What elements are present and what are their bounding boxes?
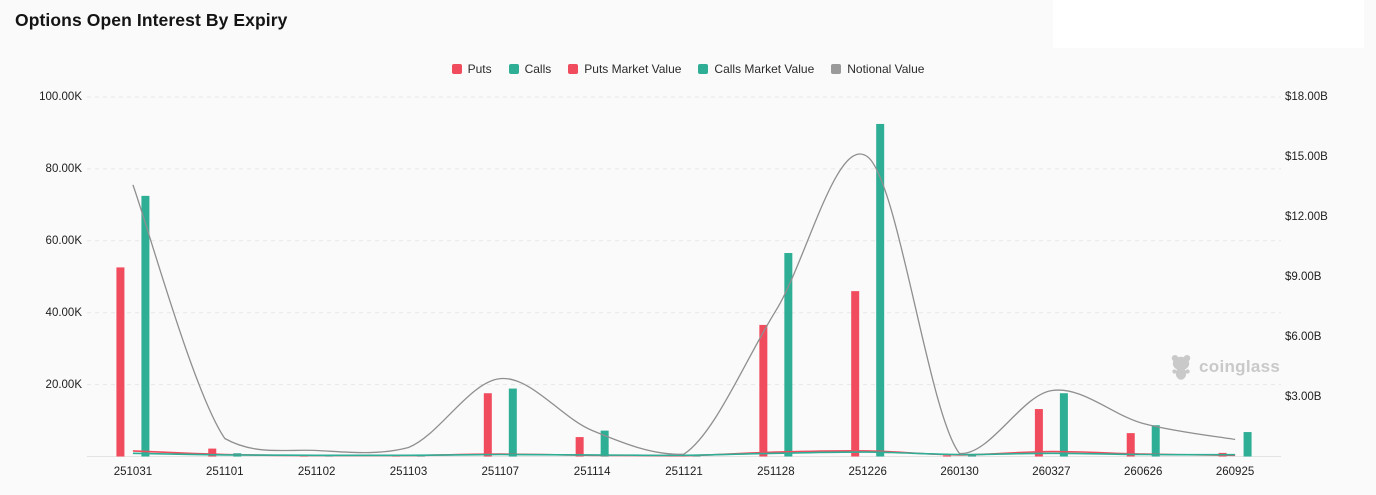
x-axis-label: 251121 (665, 466, 703, 478)
y-axis-left-tick: 100.00K (39, 91, 82, 103)
x-axis-label: 251031 (113, 466, 153, 478)
x-axis-label: 251128 (757, 466, 795, 478)
legend-marker (831, 64, 842, 74)
x-axis-label: 251114 (573, 466, 611, 478)
legend-marker (568, 64, 579, 74)
puts-bar (208, 448, 217, 457)
x-axis-label: 251103 (389, 466, 428, 478)
x-axis-label: 251226 (848, 466, 887, 478)
x-axis-label: 260925 (1215, 466, 1255, 478)
legend-marker (508, 64, 519, 74)
legend-label: Calls (524, 62, 552, 76)
chart-legend: Puts Calls Puts Market Value Calls Market V… (0, 60, 1376, 78)
legend-item-puts-market-value[interactable]: Puts Market Value (568, 62, 681, 76)
notional-value-line (132, 153, 1236, 455)
calls-bar (876, 123, 885, 457)
puts-bar (759, 324, 768, 457)
calls-bar (784, 253, 793, 457)
calls-bar (1243, 432, 1252, 457)
y-axis-right-tick: $12.00B (1285, 210, 1328, 223)
legend-item-puts[interactable]: Puts (451, 62, 492, 76)
puts-bar (851, 291, 860, 457)
legend-marker (698, 64, 709, 74)
x-axis-label: 260130 (940, 466, 979, 478)
calls-bar (508, 388, 517, 457)
header-white-panel (1053, 0, 1364, 48)
legend-label: Calls Market Value (714, 62, 815, 76)
calls-bar (1151, 425, 1160, 457)
calls-bar (968, 455, 977, 457)
y-axis-right-tick: $15.00B (1285, 150, 1328, 163)
y-axis-right-tick: $9.00B (1285, 270, 1322, 283)
x-axis-label: 251101 (206, 466, 244, 478)
legend-marker (451, 64, 462, 74)
y-axis-left-tick: 60.00K (45, 234, 82, 247)
legend-item-calls[interactable]: Calls (508, 62, 552, 76)
calls-bar (600, 430, 609, 457)
calls-bar (1059, 393, 1068, 457)
calls-bar (141, 195, 150, 457)
y-axis-right-tick: $3.00B (1285, 390, 1322, 403)
x-axis-label: 260327 (1032, 466, 1071, 478)
y-axis-left-tick: 40.00K (45, 306, 82, 319)
legend-label: Puts Market Value (584, 62, 682, 76)
x-axis-label: 251107 (481, 466, 520, 478)
calls-market-value-line (132, 451, 1236, 457)
puts-bar (943, 455, 952, 457)
puts-bar (300, 455, 309, 457)
puts-bar (575, 437, 584, 457)
y-axis-left-tick: 80.00K (45, 162, 82, 175)
legend-item-notional-value[interactable]: Notional Value (831, 62, 924, 76)
chart-title: Options Open Interest By Expiry (15, 10, 288, 30)
legend-item-calls-market-value[interactable]: Calls Market Value (698, 62, 814, 76)
x-axis-label: 251102 (297, 466, 336, 478)
y-axis-right-tick: $6.00B (1285, 330, 1322, 343)
legend-label: Notional Value (847, 62, 925, 76)
x-axis-label: 260626 (1124, 466, 1163, 478)
y-axis-left-tick: 20.00K (45, 378, 82, 391)
legend-label: Puts (467, 62, 492, 76)
y-axis-right-tick: $18.00B (1285, 91, 1328, 103)
puts-bar (1126, 433, 1135, 457)
puts-bar (483, 393, 492, 457)
puts-bar (116, 267, 125, 457)
puts-bar (1034, 409, 1043, 457)
